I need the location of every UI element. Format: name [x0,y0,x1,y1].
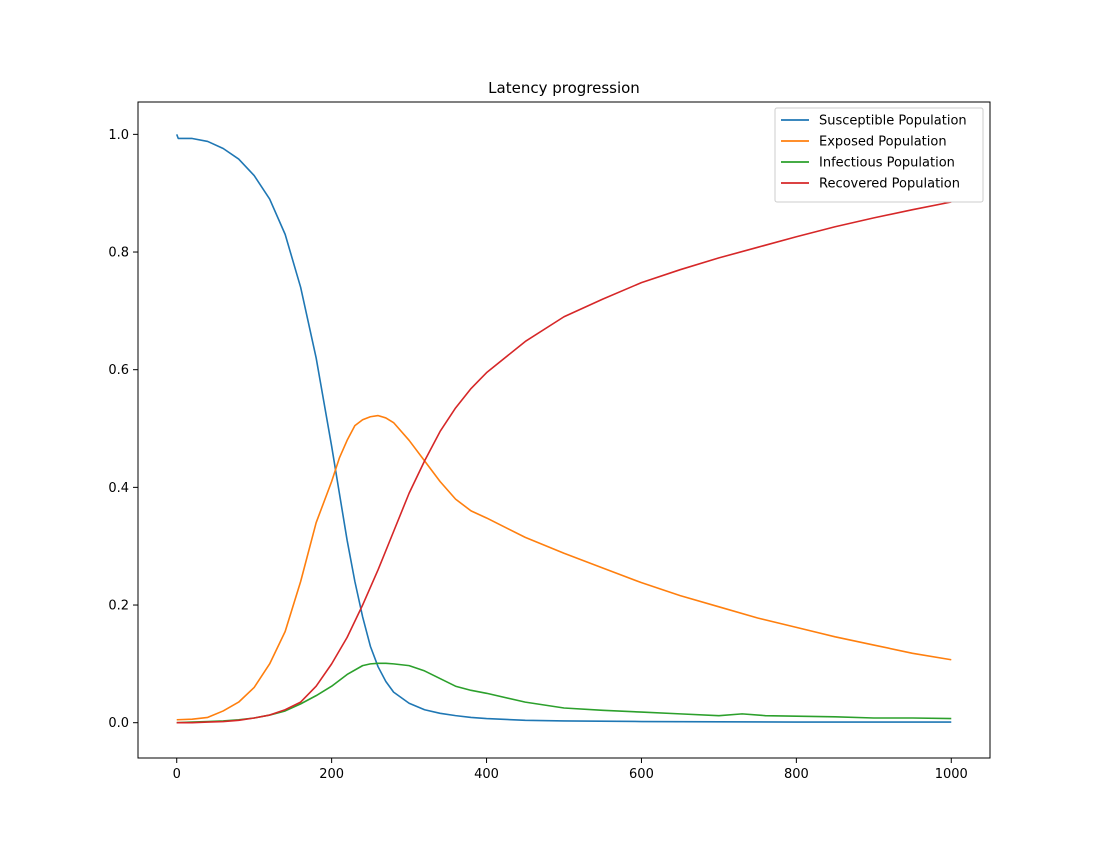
legend-label-1: Exposed Population [819,135,947,150]
legend: Susceptible Population Exposed Population… [774,107,984,203]
legend-label-0: Susceptible Population [819,114,967,129]
series-line-1 [176,414,952,721]
x-tick-label: 800 [784,767,809,782]
legend-box [774,107,984,203]
y-tick-label: 0.4 [108,481,129,496]
y-tick-label: 0.8 [108,246,129,261]
x-tick-label: 0 [173,767,181,782]
y-tick-label: 1.0 [108,128,129,143]
series-line-2 [176,662,952,724]
y-tick-label: 0.0 [108,716,129,731]
x-tick-label: 200 [319,767,344,782]
series-line-3 [176,201,952,724]
axes-frame [137,101,991,759]
x-tick-label: 400 [474,767,499,782]
x-tick-label: 600 [629,767,654,782]
plot-area [175,134,952,724]
x-tick-label: 1000 [935,767,968,782]
axes: 0 200 400 600 800 1000 0.0 0.2 0.4 0.6 0.8 1.0 [108,101,991,782]
series-line-0 [175,134,952,723]
y-tick-label: 0.6 [108,363,129,378]
chart-title: Latency progression [488,79,640,97]
y-tick-label: 0.2 [108,599,129,614]
legend-label-3: Recovered Population [819,177,960,192]
legend-label-2: Infectious Population [819,156,955,171]
